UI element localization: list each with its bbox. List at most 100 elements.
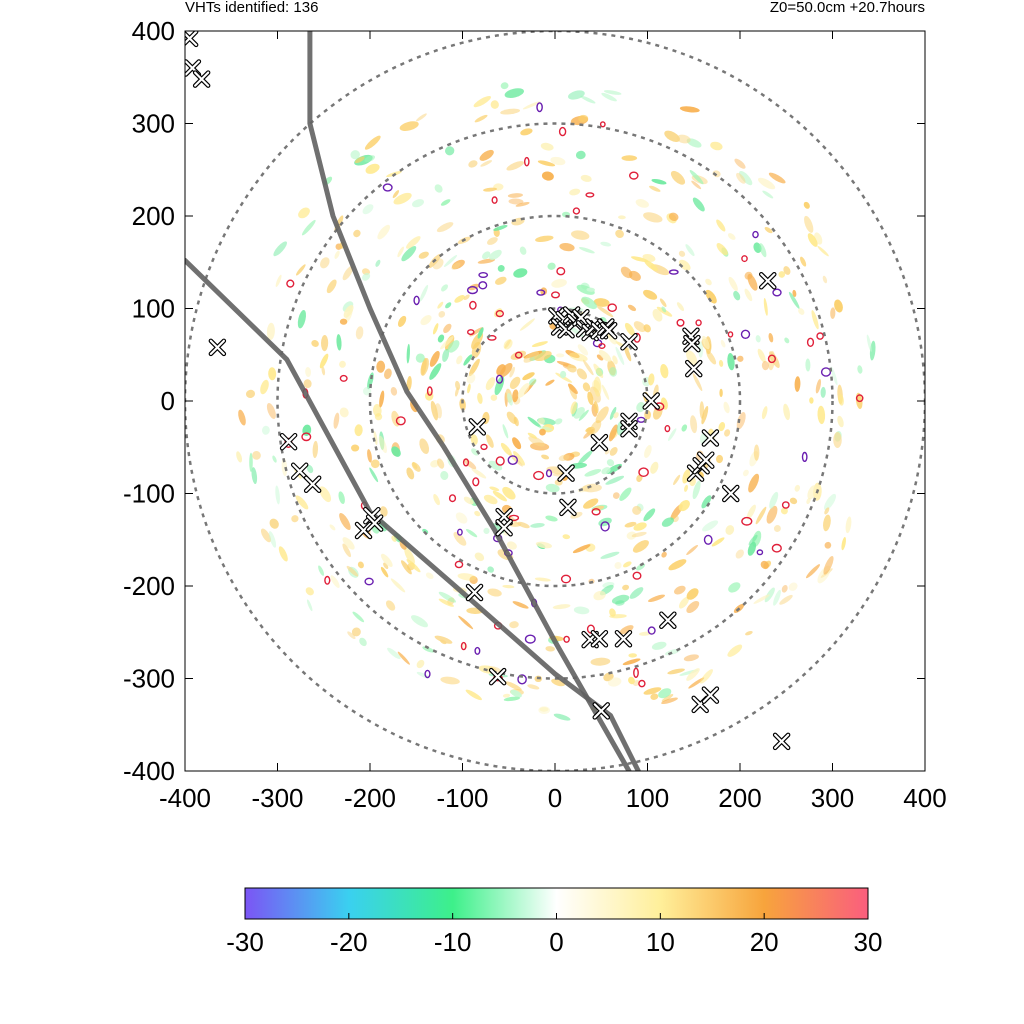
vorticity-contour (752, 230, 759, 239)
vorticity-speckle (508, 198, 524, 205)
vorticity-speckle (584, 469, 602, 477)
vorticity-speckle (436, 222, 454, 233)
vht-marker-core (686, 361, 702, 377)
vorticity-speckle (661, 694, 674, 702)
vorticity-speckle (319, 353, 329, 369)
vorticity-contour (364, 577, 374, 586)
vorticity-speckle (580, 282, 590, 290)
vorticity-speckle (430, 400, 439, 421)
vorticity-speckle (769, 491, 779, 509)
vorticity-contour (855, 394, 864, 403)
vorticity-speckle (567, 364, 577, 373)
colorbar-tick-label: 20 (750, 927, 779, 957)
vorticity-speckle (735, 549, 744, 559)
vorticity-speckle (593, 298, 610, 307)
vorticity-speckle (609, 367, 618, 377)
vorticity-speckle (700, 669, 713, 684)
colorbar: -30 -20 -10 0 10 20 30 (226, 887, 882, 957)
vorticity-speckle (504, 681, 522, 691)
vorticity-contour (591, 508, 601, 516)
vht-marker (365, 514, 384, 532)
vht-count-label: VHTs identified: 136 (185, 0, 318, 16)
vorticity-speckle (691, 180, 702, 190)
vorticity-speckle (660, 363, 669, 379)
vorticity-speckle (512, 601, 529, 609)
vorticity-speckle (483, 527, 490, 535)
vorticity-speckle (342, 543, 351, 558)
vorticity-contour (454, 560, 464, 569)
vorticity-speckle (624, 345, 632, 362)
vorticity-speckle (562, 534, 571, 540)
vorticity-speckle (401, 245, 417, 262)
vorticity-speckle (748, 534, 758, 546)
vorticity-speckle (659, 298, 667, 307)
vorticity-speckle (766, 505, 778, 524)
vorticity-speckle (509, 376, 521, 390)
vht-marker (599, 321, 618, 340)
vorticity-speckle (702, 520, 719, 532)
vorticity-speckle (433, 494, 440, 506)
vorticity-speckle (805, 358, 811, 372)
vorticity-speckle (485, 377, 496, 391)
vorticity-speckle (500, 108, 521, 115)
vorticity-speckle (734, 158, 746, 169)
vorticity-speckle (807, 233, 818, 247)
vorticity-speckle (612, 492, 620, 499)
vorticity-speckle (622, 584, 630, 591)
vorticity-speckle (437, 334, 445, 343)
vorticity-speckle (674, 585, 686, 595)
vorticity-speckle (803, 201, 810, 209)
vorticity-speckle (479, 149, 494, 161)
vorticity-speckle (572, 544, 591, 554)
vorticity-contour (426, 386, 433, 396)
vorticity-speckle (668, 212, 679, 222)
vorticity-speckle (383, 562, 389, 570)
vorticity-contour (806, 337, 815, 347)
vht-marker (590, 433, 609, 452)
vorticity-speckle (436, 458, 445, 469)
vorticity-speckle (755, 335, 761, 343)
vorticity-speckle (712, 170, 721, 178)
vht-marker-core (490, 669, 506, 685)
vorticity-speckle (710, 141, 723, 151)
vorticity-speckle (624, 322, 635, 336)
vorticity-speckle (580, 174, 592, 182)
vorticity-contour (703, 534, 713, 545)
vorticity-speckle (788, 291, 800, 309)
vorticity-speckle (312, 440, 319, 459)
vorticity-speckle (798, 308, 805, 315)
vorticity-contour (664, 425, 671, 433)
vorticity-speckle (320, 335, 329, 352)
vorticity-speckle (272, 455, 277, 463)
vht-marker (642, 392, 660, 410)
vorticity-speckle (359, 637, 367, 647)
vorticity-speckle (784, 337, 790, 344)
vorticity-speckle (615, 229, 624, 238)
vorticity-speckle (579, 247, 595, 254)
y-tick-label: -300 (123, 664, 175, 694)
vht-marker (620, 420, 638, 438)
vorticity-contour (781, 501, 790, 509)
vorticity-speckle (419, 284, 429, 302)
vorticity-speckle (380, 506, 388, 517)
vorticity-speckle (781, 585, 788, 593)
vorticity-speckle (509, 366, 515, 378)
vorticity-speckle (411, 462, 421, 472)
vorticity-contour (545, 469, 553, 478)
vorticity-speckle (351, 444, 360, 452)
vorticity-contour (462, 458, 470, 467)
vorticity-speckle (470, 434, 478, 446)
vorticity-speckle (251, 467, 258, 485)
vorticity-speckle (333, 412, 340, 429)
vorticity-contour (551, 291, 561, 299)
vorticity-speckle (387, 647, 401, 660)
vorticity-contour (801, 451, 808, 463)
vorticity-speckle (807, 485, 817, 500)
vorticity-speckle (347, 631, 356, 640)
vorticity-speckle (661, 697, 678, 705)
vorticity-contour (469, 300, 477, 310)
vorticity-speckle (581, 296, 597, 310)
vorticity-speckle (773, 525, 781, 532)
vorticity-speckle (487, 566, 495, 573)
vht-marker-core (702, 430, 718, 446)
